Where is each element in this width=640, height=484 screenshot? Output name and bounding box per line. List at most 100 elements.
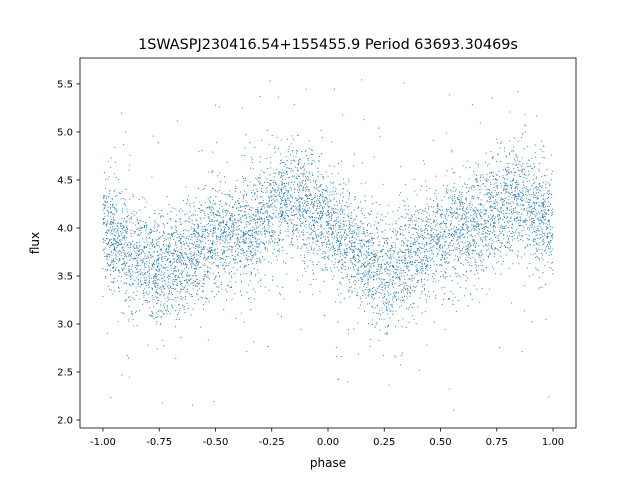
- data-point: [504, 221, 506, 223]
- data-point: [256, 258, 258, 260]
- data-point: [309, 195, 311, 197]
- data-point: [467, 256, 469, 258]
- data-point: [334, 250, 337, 252]
- data-point: [347, 198, 349, 200]
- data-point: [459, 203, 462, 205]
- data-point: [361, 233, 363, 235]
- data-point: [128, 241, 130, 243]
- data-point: [404, 209, 407, 211]
- data-point: [174, 243, 176, 245]
- data-point: [476, 288, 478, 290]
- data-point: [164, 240, 166, 242]
- data-point: [297, 169, 299, 171]
- data-point: [386, 306, 388, 308]
- data-point: [211, 247, 213, 249]
- data-point: [102, 239, 104, 241]
- data-point: [122, 227, 124, 229]
- data-point: [148, 269, 150, 271]
- data-point: [372, 260, 374, 262]
- data-point: [474, 227, 476, 229]
- data-point: [340, 183, 342, 185]
- data-point: [517, 193, 519, 195]
- data-point: [259, 174, 261, 176]
- data-point: [181, 248, 183, 250]
- data-point: [335, 230, 337, 232]
- data-point: [244, 264, 246, 266]
- data-point: [179, 288, 181, 290]
- data-point: [542, 272, 544, 274]
- data-point: [299, 291, 301, 293]
- data-point: [335, 347, 337, 349]
- data-point: [197, 285, 199, 287]
- data-point: [174, 266, 176, 268]
- data-point: [285, 220, 287, 222]
- data-point: [207, 274, 209, 276]
- data-point: [385, 237, 387, 239]
- data-point: [387, 303, 389, 305]
- data-point: [537, 225, 539, 227]
- data-point: [260, 262, 262, 264]
- data-point: [123, 220, 125, 222]
- data-point: [377, 251, 379, 253]
- data-point: [307, 158, 309, 160]
- data-point: [215, 243, 217, 245]
- data-point: [499, 242, 501, 244]
- data-point: [366, 303, 368, 305]
- data-point: [340, 213, 342, 215]
- data-point: [411, 220, 413, 222]
- data-point: [306, 175, 308, 178]
- data-point: [295, 207, 297, 209]
- data-point: [224, 271, 226, 273]
- data-point: [187, 256, 190, 259]
- data-point: [229, 261, 231, 263]
- data-point: [144, 279, 146, 281]
- data-point: [271, 190, 273, 192]
- data-point: [255, 238, 257, 240]
- data-point: [211, 251, 213, 253]
- data-point: [184, 306, 186, 308]
- data-point: [319, 214, 321, 216]
- data-point: [312, 180, 314, 182]
- data-point: [202, 236, 204, 238]
- data-point: [548, 254, 550, 256]
- data-point: [230, 286, 232, 288]
- data-point: [485, 231, 487, 233]
- data-point: [300, 183, 302, 185]
- data-point: [344, 239, 346, 241]
- data-point: [128, 320, 130, 322]
- data-point: [151, 299, 153, 301]
- data-point: [482, 230, 484, 232]
- data-point: [237, 239, 240, 241]
- data-point: [122, 198, 124, 200]
- data-point: [319, 218, 321, 220]
- data-point: [111, 197, 113, 200]
- data-point: [378, 296, 380, 298]
- data-point: [339, 194, 342, 196]
- data-point: [508, 231, 510, 233]
- data-point: [359, 304, 362, 306]
- data-point: [296, 189, 299, 191]
- data-point: [451, 250, 453, 252]
- data-point: [209, 212, 212, 214]
- data-point: [305, 88, 307, 90]
- data-point: [514, 231, 516, 233]
- data-point: [133, 298, 136, 300]
- data-point: [533, 196, 535, 198]
- data-point: [282, 161, 284, 163]
- data-point: [368, 254, 371, 257]
- data-point: [330, 229, 333, 231]
- data-point: [253, 246, 255, 248]
- data-point: [432, 280, 434, 282]
- data-point: [353, 256, 355, 258]
- data-point: [312, 263, 314, 265]
- data-point: [322, 235, 325, 238]
- data-point: [155, 239, 157, 241]
- data-point: [524, 125, 526, 127]
- data-point: [409, 251, 412, 253]
- data-point: [233, 204, 235, 206]
- data-point: [386, 307, 388, 309]
- data-point: [192, 288, 194, 290]
- data-point: [268, 240, 270, 242]
- data-point: [371, 196, 373, 198]
- data-point: [216, 240, 218, 242]
